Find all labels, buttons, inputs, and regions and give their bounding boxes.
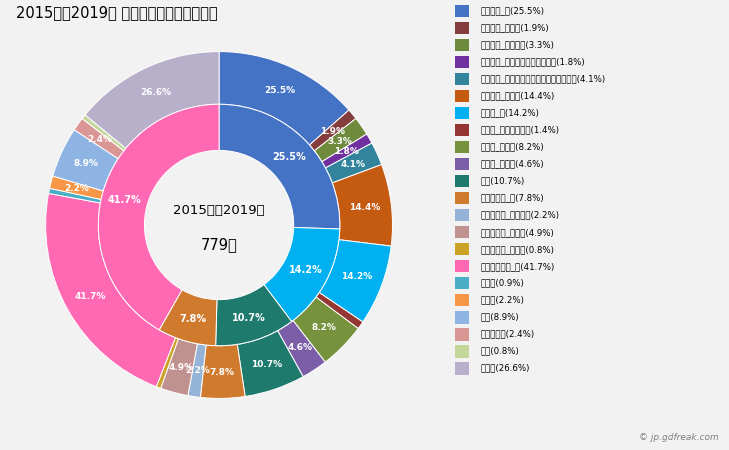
Wedge shape [293,297,358,362]
Text: © jp.gdfreak.com: © jp.gdfreak.com [639,433,719,442]
Text: 4.1%: 4.1% [340,160,366,169]
FancyBboxPatch shape [455,209,469,221]
Wedge shape [156,338,179,388]
FancyBboxPatch shape [455,90,469,102]
FancyBboxPatch shape [455,362,469,374]
Text: 脳血管疾患_脳内出血(2.2%): 脳血管疾患_脳内出血(2.2%) [480,211,559,220]
Text: 41.7%: 41.7% [75,292,106,301]
Text: 1.8%: 1.8% [334,147,359,156]
Text: 2.2%: 2.2% [64,184,89,193]
FancyBboxPatch shape [455,294,469,306]
Wedge shape [160,339,198,396]
Wedge shape [319,240,391,322]
Text: 心疾患_その他(4.6%): 心疾患_その他(4.6%) [480,160,544,169]
FancyBboxPatch shape [455,141,469,153]
Text: 脳血管疾患_脳梗塞(4.9%): 脳血管疾患_脳梗塞(4.9%) [480,228,554,237]
Text: 脳血管疾患_その他(0.8%): 脳血管疾患_その他(0.8%) [480,245,554,254]
FancyBboxPatch shape [455,22,469,34]
Wedge shape [98,104,219,330]
FancyBboxPatch shape [455,73,469,86]
Wedge shape [264,227,340,321]
Text: 4.6%: 4.6% [287,343,313,352]
Text: 自殺(0.8%): 自殺(0.8%) [480,346,519,356]
FancyBboxPatch shape [455,311,469,324]
Wedge shape [332,165,392,246]
Text: 10.7%: 10.7% [251,360,282,369]
Text: 腎不全(2.2%): 腎不全(2.2%) [480,296,524,305]
Text: 心疾患_計(14.2%): 心疾患_計(14.2%) [480,108,539,117]
Text: 8.2%: 8.2% [311,324,337,333]
Text: 2015年～2019年: 2015年～2019年 [174,204,265,217]
Wedge shape [50,176,104,199]
Text: 悪性腫瘍_気管がん・気管支がん・肺がん(4.1%): 悪性腫瘍_気管がん・気管支がん・肺がん(4.1%) [480,75,605,84]
FancyBboxPatch shape [455,4,469,17]
Text: 14.4%: 14.4% [349,203,381,212]
Wedge shape [237,331,303,396]
Wedge shape [82,115,126,151]
Text: 7.8%: 7.8% [179,314,206,324]
Wedge shape [49,188,101,203]
Wedge shape [46,194,176,387]
FancyBboxPatch shape [455,226,469,239]
Wedge shape [216,285,292,346]
FancyBboxPatch shape [455,107,469,119]
Text: 4.9%: 4.9% [168,363,193,372]
FancyBboxPatch shape [455,328,469,341]
Wedge shape [316,292,363,328]
Wedge shape [322,134,372,168]
Text: 老衰(8.9%): 老衰(8.9%) [480,313,519,322]
Text: その他の死因_計(41.7%): その他の死因_計(41.7%) [480,261,555,270]
Text: 脳血管疾患_計(7.8%): 脳血管疾患_計(7.8%) [480,194,544,202]
Text: 25.5%: 25.5% [273,152,306,162]
FancyBboxPatch shape [455,192,469,204]
Wedge shape [52,130,118,191]
Text: 心疾患_急性心筋梗塞(1.4%): 心疾患_急性心筋梗塞(1.4%) [480,126,559,135]
Text: 3.3%: 3.3% [327,137,352,146]
Wedge shape [219,104,340,229]
FancyBboxPatch shape [455,56,469,68]
Text: 10.7%: 10.7% [232,313,265,323]
Wedge shape [219,52,349,145]
Wedge shape [310,110,356,151]
FancyBboxPatch shape [455,243,469,256]
Text: 悪性腫瘍_その他(14.4%): 悪性腫瘍_その他(14.4%) [480,91,555,100]
Text: 14.2%: 14.2% [341,272,373,281]
Text: 26.6%: 26.6% [141,88,172,97]
Text: 1.9%: 1.9% [320,126,345,135]
Text: 心疾患_心不全(8.2%): 心疾患_心不全(8.2%) [480,143,544,152]
FancyBboxPatch shape [455,175,469,187]
Wedge shape [325,143,381,183]
FancyBboxPatch shape [455,39,469,51]
FancyBboxPatch shape [455,345,469,358]
Text: 8.9%: 8.9% [73,159,98,168]
Text: 41.7%: 41.7% [108,195,141,205]
Text: その他(26.6%): その他(26.6%) [480,364,530,373]
FancyBboxPatch shape [455,158,469,171]
Wedge shape [278,320,325,377]
Wedge shape [188,344,206,397]
Wedge shape [74,118,124,159]
Text: 7.8%: 7.8% [210,368,235,377]
Text: 肝疾患(0.9%): 肝疾患(0.9%) [480,279,524,288]
FancyBboxPatch shape [455,277,469,289]
Text: 肺炎(10.7%): 肺炎(10.7%) [480,176,525,185]
Wedge shape [314,118,367,162]
FancyBboxPatch shape [455,260,469,272]
Text: 14.2%: 14.2% [289,265,323,275]
Wedge shape [85,52,219,148]
Text: 悪性腫瘍_計(25.5%): 悪性腫瘍_計(25.5%) [480,6,545,15]
Text: 2.4%: 2.4% [87,135,112,144]
Text: 779人: 779人 [200,237,238,252]
Text: 悪性腫瘍_胃がん(1.9%): 悪性腫瘍_胃がん(1.9%) [480,23,549,32]
Text: 不慮の事故(2.4%): 不慮の事故(2.4%) [480,330,534,339]
Text: 25.5%: 25.5% [264,86,295,95]
FancyBboxPatch shape [455,124,469,136]
Text: 2.2%: 2.2% [185,366,211,375]
Text: 悪性腫瘍_肝がん・肝内胆管がん(1.8%): 悪性腫瘍_肝がん・肝内胆管がん(1.8%) [480,58,585,67]
Text: 悪性腫瘍_大腸がん(3.3%): 悪性腫瘍_大腸がん(3.3%) [480,40,554,50]
Wedge shape [200,344,245,398]
Wedge shape [159,290,217,346]
Text: 2015年～2019年 水巻町の女性の死因構成: 2015年～2019年 水巻町の女性の死因構成 [16,5,218,21]
